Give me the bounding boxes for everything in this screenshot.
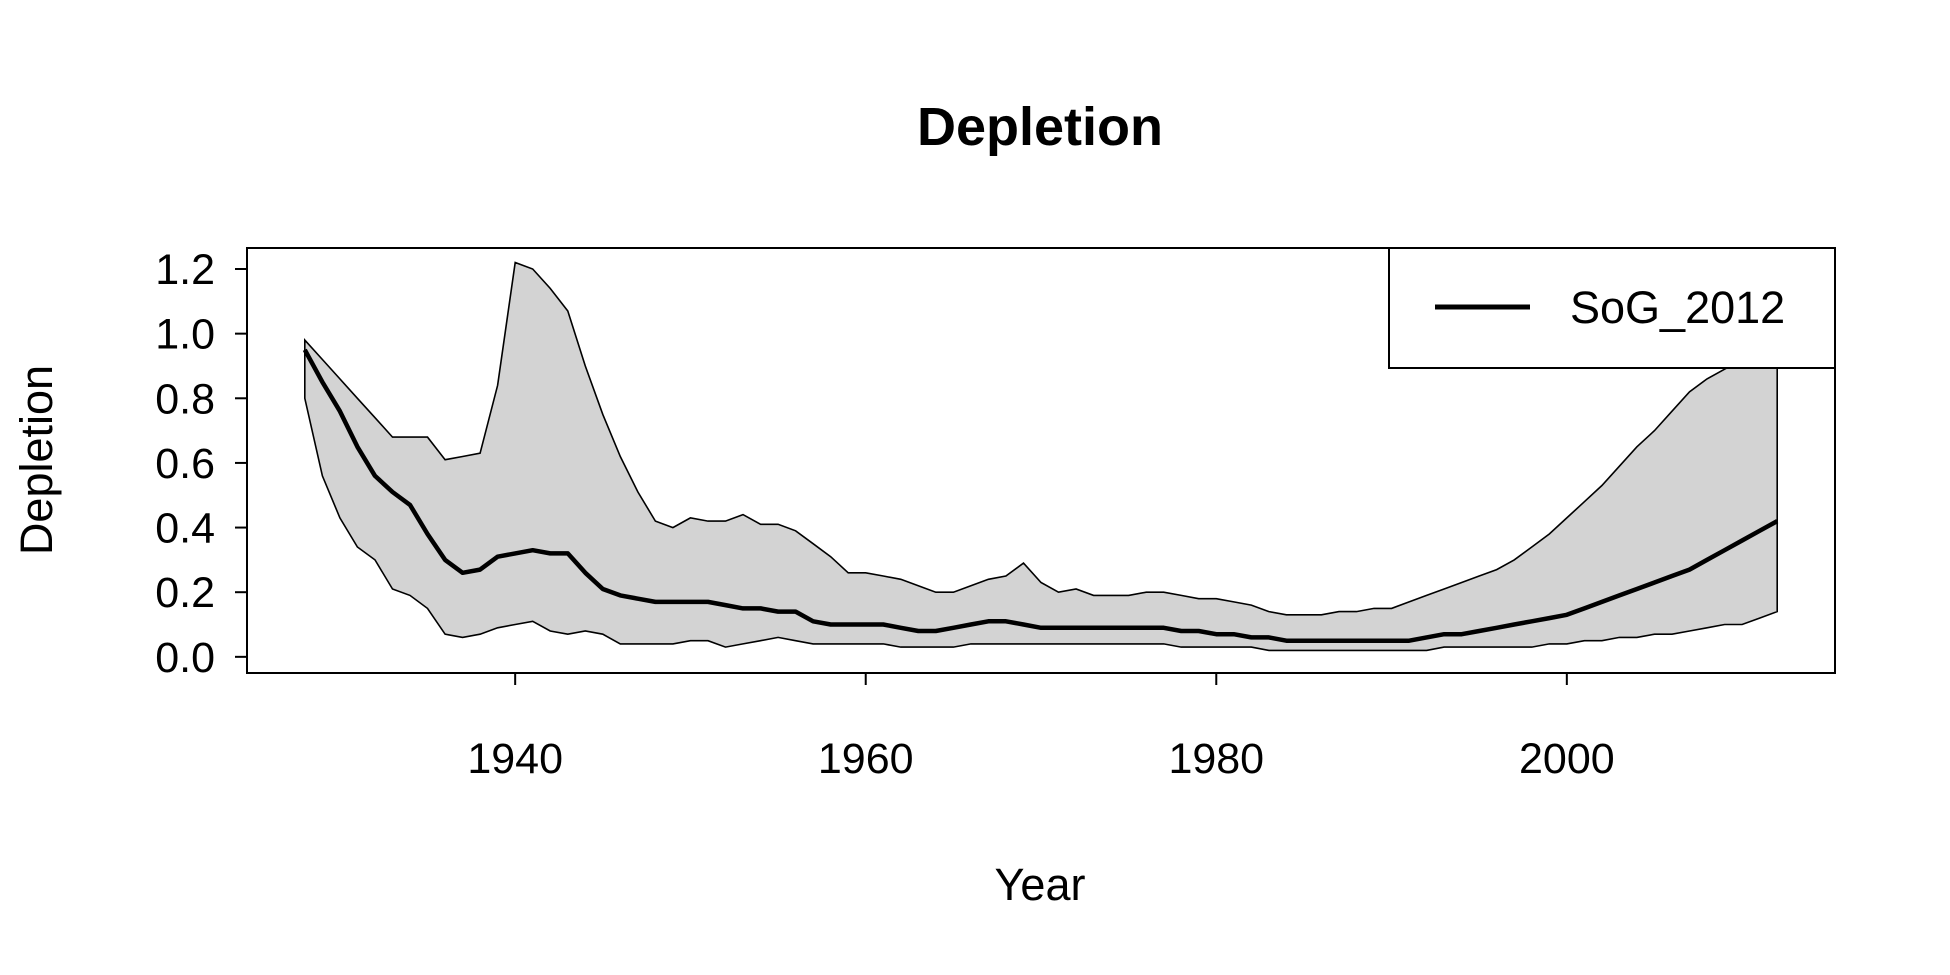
- x-tick-label: 1960: [818, 735, 914, 783]
- plot-area: [302, 261, 1779, 652]
- y-tick-label: 0.0: [155, 634, 215, 682]
- series-line-0: [302, 348, 1779, 643]
- y-tick-label: 0.4: [155, 505, 215, 553]
- y-axis-label: Depletion: [11, 365, 62, 555]
- legend-label-sog-2012: SoG_2012: [1570, 282, 1785, 333]
- y-tick-label: 1.0: [155, 311, 215, 359]
- y-tick-label: 0.6: [155, 440, 215, 488]
- y-tick-label: 1.2: [155, 246, 215, 294]
- x-tick-label: 1940: [467, 735, 563, 783]
- chart-title: Depletion: [917, 97, 1163, 157]
- confidence-band-0: [303, 261, 1778, 652]
- x-axis-label: Year: [995, 859, 1086, 910]
- legend: SoG_2012: [1388, 247, 1836, 369]
- x-tick-label: 2000: [1519, 735, 1615, 783]
- y-axis: 0.0 0.2 0.4 0.6 0.8 1.0 1.2: [155, 246, 248, 682]
- x-axis: 1940 1960 1980 2000: [467, 672, 1615, 783]
- y-tick-label: 0.8: [155, 375, 215, 423]
- y-tick-label: 0.2: [155, 569, 215, 617]
- x-tick-label: 1980: [1168, 735, 1264, 783]
